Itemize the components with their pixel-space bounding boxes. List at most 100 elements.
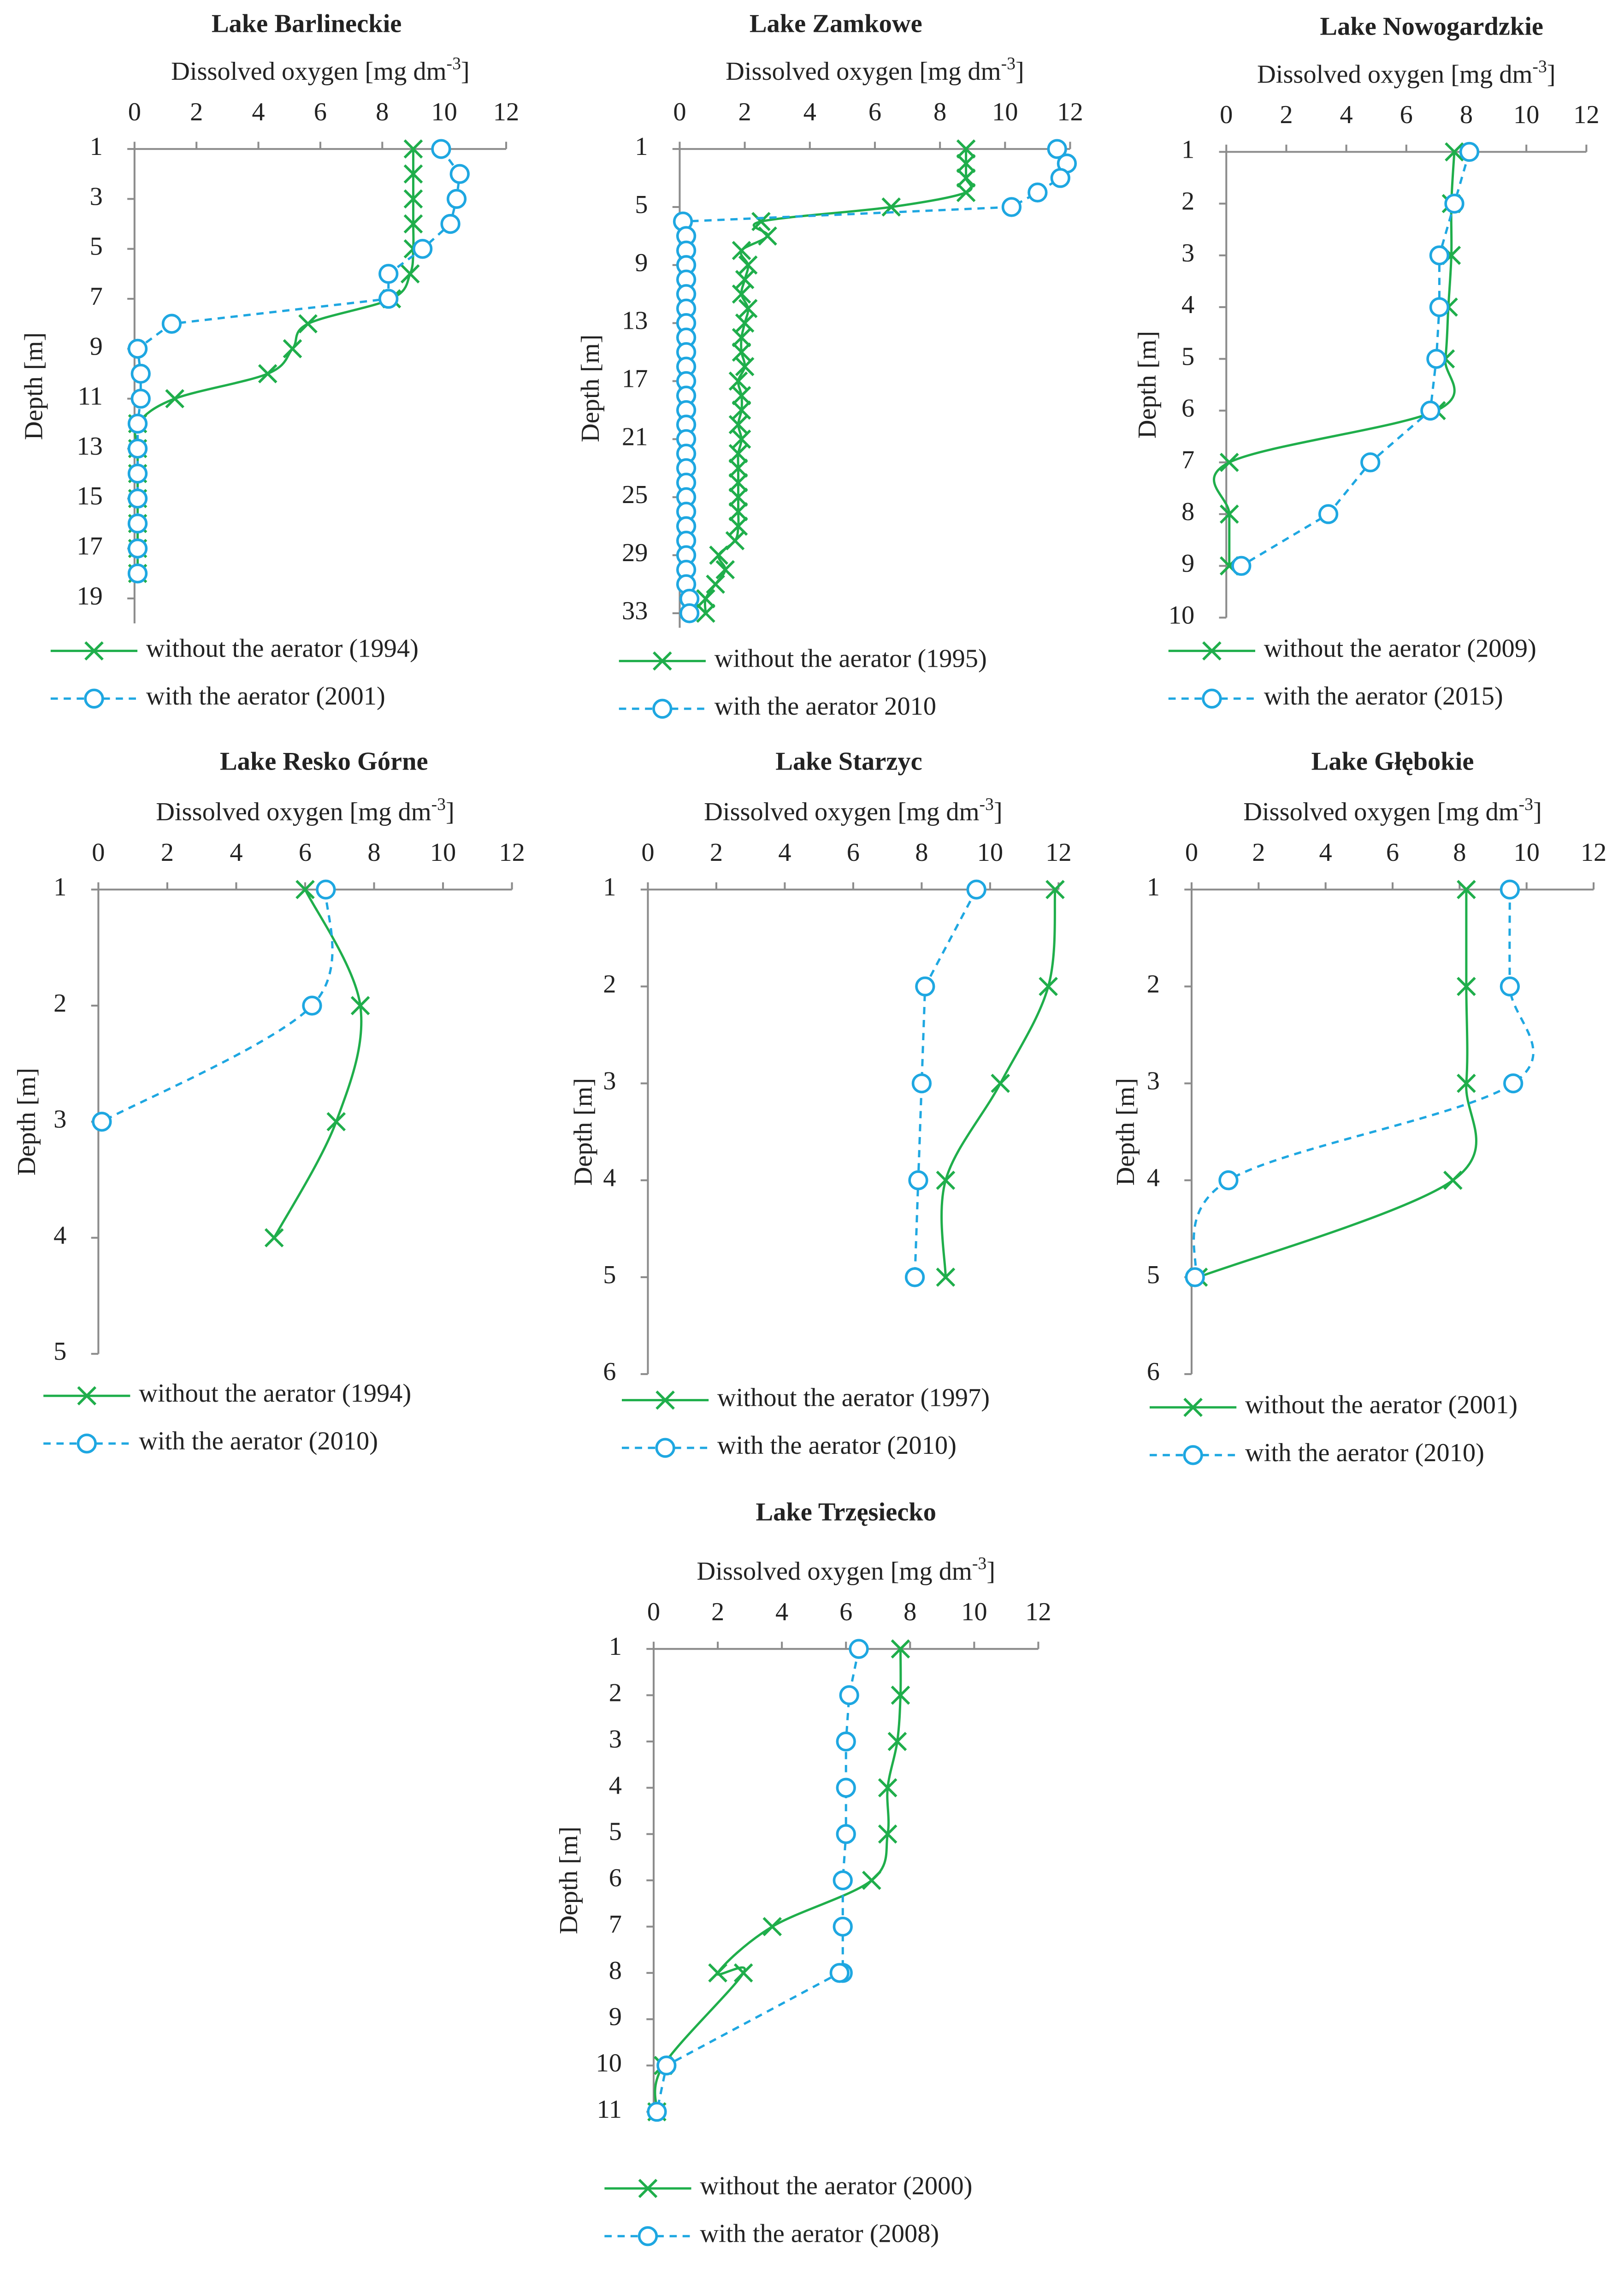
x-tick-label: 0	[673, 98, 686, 126]
legend-label: without the aerator (1994)	[139, 1379, 411, 1408]
point	[732, 386, 751, 405]
x-axis-label-main: Dissolved oxygen [mg dm	[171, 57, 447, 86]
point	[295, 880, 315, 900]
point	[891, 1639, 910, 1659]
point	[732, 284, 751, 304]
point	[403, 189, 423, 209]
point	[762, 1917, 782, 1937]
legend-label: without the aerator (1994)	[146, 634, 419, 663]
point	[1445, 142, 1464, 162]
point	[728, 473, 748, 492]
point	[735, 270, 755, 290]
y-tick-label: 6	[1147, 1357, 1160, 1386]
x-tick-label: 10	[961, 1598, 987, 1626]
point	[302, 995, 322, 1016]
point	[728, 458, 748, 478]
x-axis-label-end: ]	[461, 57, 470, 86]
y-tick-label: 3	[603, 1067, 616, 1096]
point	[956, 183, 976, 202]
point	[127, 463, 148, 484]
point	[833, 1870, 853, 1890]
y-tick-label: 15	[77, 482, 102, 510]
x-axis-label-end: ]	[986, 1557, 995, 1586]
y-tick-label: 13	[77, 432, 102, 461]
y-tick-label: 1	[90, 132, 103, 161]
point	[732, 241, 751, 261]
y-tick-label: 1	[603, 873, 616, 901]
y-tick-label: 33	[622, 597, 648, 625]
y-tick-label: 5	[603, 1261, 616, 1289]
series-line	[681, 148, 1069, 613]
x-axis-label-end: ]	[1547, 60, 1556, 89]
series-line	[136, 148, 461, 574]
y-tick-label: 4	[53, 1221, 66, 1250]
point	[936, 1268, 956, 1287]
legend-label: without the aerator (2000)	[700, 2172, 972, 2200]
legend-label: with the aerator (2010)	[717, 1431, 957, 1460]
series-line	[656, 1648, 860, 2112]
y-tick-label: 2	[609, 1679, 622, 1707]
x-tick-label: 12	[493, 98, 519, 126]
point	[738, 299, 758, 319]
point	[849, 1639, 869, 1659]
series-line	[654, 1649, 902, 2112]
panel: Lake Zamkowe Dissolved oxygen [mg dm-3] De…	[576, 9, 1083, 721]
legend-marker	[77, 1386, 97, 1406]
panel: Lake Starzyc Dissolved oxygen [mg dm-3] De…	[569, 747, 1072, 1460]
x-tick-label: 8	[904, 1598, 916, 1626]
x-tick-label: 6	[868, 98, 881, 126]
x-tick-label: 2	[190, 98, 203, 126]
legend-label: without the aerator (1997)	[717, 1384, 990, 1412]
point	[991, 1073, 1010, 1093]
point	[165, 389, 184, 409]
x-axis-label-end: ]	[1533, 798, 1542, 826]
point	[378, 264, 399, 284]
x-axis-label-sup: -3	[1519, 794, 1533, 814]
y-tick-label: 2	[1147, 970, 1160, 998]
y-axis-label: Depth [m]	[19, 332, 48, 440]
x-axis-label-main: Dissolved oxygen [mg dm	[1257, 60, 1533, 89]
chart-title: Lake Nowogardzkie	[1320, 12, 1543, 41]
x-tick-label: 10	[430, 838, 456, 867]
y-tick-label: 5	[90, 232, 103, 261]
x-axis-label: Dissolved oxygen [mg dm-3]	[171, 54, 470, 86]
legend-label: with the aerator (2008)	[700, 2220, 939, 2248]
y-tick-label: 3	[53, 1105, 66, 1134]
point	[728, 371, 748, 391]
legend-marker	[655, 1438, 675, 1458]
point	[412, 239, 433, 259]
point	[715, 560, 735, 580]
y-tick-label: 4	[1181, 290, 1194, 319]
y-tick-label: 7	[1181, 446, 1194, 474]
point	[915, 976, 935, 997]
x-tick-label: 2	[711, 1598, 724, 1626]
point	[1429, 297, 1450, 317]
x-tick-label: 12	[1045, 838, 1071, 867]
y-axis-label: Depth [m]	[569, 1078, 598, 1186]
point	[956, 154, 976, 173]
x-tick-label: 4	[775, 1598, 788, 1626]
point	[696, 604, 715, 623]
point	[881, 197, 901, 217]
y-tick-label: 2	[603, 970, 616, 998]
point	[956, 139, 976, 159]
point	[706, 575, 725, 594]
point	[839, 1685, 859, 1706]
x-tick-label: 8	[367, 838, 380, 867]
legend-marker	[1202, 688, 1222, 709]
x-axis-label-sup: -3	[1532, 57, 1547, 76]
point	[1444, 193, 1465, 214]
x-tick-label: 6	[847, 838, 860, 867]
legend-label: without the aerator (1995)	[715, 645, 987, 673]
point	[725, 531, 745, 551]
point	[732, 429, 751, 449]
chart-title: Lake Starzyc	[775, 747, 922, 776]
x-tick-label: 8	[1453, 838, 1466, 867]
y-axis-label: Depth [m]	[555, 1826, 583, 1934]
x-tick-label: 2	[738, 98, 751, 126]
point	[1420, 400, 1441, 421]
point	[732, 342, 751, 362]
point	[732, 400, 751, 420]
legend-label: without the aerator (2009)	[1264, 634, 1536, 663]
